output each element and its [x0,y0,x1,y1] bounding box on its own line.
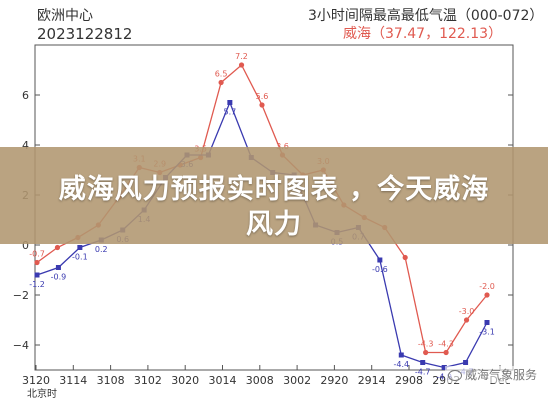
data-point [259,102,265,108]
y-tick-label: 0 [22,239,29,252]
station-label: 威海（37.47，122.13） [343,26,503,42]
data-point [77,245,83,250]
y-tick-label: 6 [22,89,29,102]
data-label: 5.7 [223,108,236,117]
data-label: -4.9 [436,373,452,382]
data-point [238,62,245,68]
data-point [398,352,404,358]
data-label: -3.0 [459,307,475,316]
data-point [443,349,449,356]
data-point [441,365,447,370]
data-point [227,100,233,105]
data-label: 3.6 [276,142,289,151]
data-label: 5.6 [256,92,269,101]
headline-line-2: 风力 [246,209,302,240]
x-tick-label: 2914 [358,374,386,387]
watermark-text: 威海气象服务 [464,368,537,382]
data-label: 6.5 [215,70,228,79]
data-point [34,272,40,278]
data-point [423,349,429,356]
data-label: -2.0 [479,282,495,291]
data-point [484,292,490,298]
data-point [377,257,383,263]
data-label: -0.9 [51,273,67,282]
x-tick-label: 3020 [171,374,199,387]
chat-bubble-icon [447,370,462,381]
x-tick-label: 3008 [246,374,274,387]
data-label: -0.7 [29,250,45,259]
data-label: -1.2 [29,280,45,289]
x-tick-label: 3002 [283,374,311,387]
y-tick-label: −2 [13,289,29,302]
data-label: -4.3 [418,340,434,349]
y-tick-label: 4 [22,139,29,152]
x-tick-label: 2908 [395,374,423,387]
chart-title: 3小时间隔最高最低气温（000-072） [308,8,544,24]
data-point [34,259,40,266]
data-label: 0.2 [95,245,108,254]
x-axis: 3120 3114 3108 3102 3020 3014 3008 3002 2920 2914… [22,365,511,400]
data-label: -4.4 [393,360,409,369]
run-id: 2023122812 [37,25,133,43]
data-point [484,320,490,325]
data-point [55,265,61,270]
data-point [218,79,224,86]
x-tick-label: 3102 [134,374,162,387]
headline-banner: 威海风力预报实时图表 ，今天威海 风力 [0,147,548,244]
data-label: -4.7 [415,368,431,377]
x-corner-label: 北京时 [27,387,57,400]
data-label: 7.2 [235,52,248,61]
data-label: -3.1 [479,328,495,337]
x-tick-label: 3114 [59,374,87,387]
data-point [402,254,408,261]
data-label: -0.1 [72,253,88,262]
data-point [463,360,469,365]
data-label: -4.3 [438,340,454,349]
headline-line-1: 威海风力预报实时图表 ，今天威海 [58,174,490,205]
data-point [54,244,61,251]
org-label: 欧洲中心 [37,8,93,24]
data-point [420,360,426,365]
y-tick-label: −4 [13,339,29,352]
x-tick-label: 3014 [209,374,237,387]
y-axis: −4−20246 [13,89,513,352]
x-tick-label: 3120 [22,374,50,387]
data-label: -0.6 [372,265,388,274]
watermark: 威海气象服务 [444,366,540,383]
x-tick-label: 2920 [320,374,348,387]
x-tick-label: 3108 [97,374,125,387]
data-point [463,317,470,323]
